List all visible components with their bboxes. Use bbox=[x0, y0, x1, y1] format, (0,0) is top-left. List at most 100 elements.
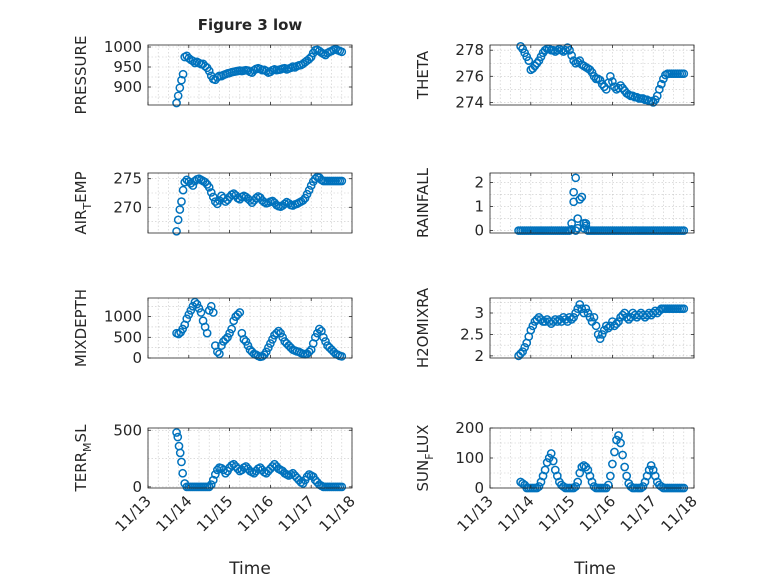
data-point bbox=[546, 449, 556, 458]
data-point bbox=[204, 482, 214, 492]
data-point bbox=[196, 308, 206, 317]
data-point bbox=[569, 187, 578, 197]
data-point bbox=[239, 335, 249, 344]
data-point bbox=[616, 438, 625, 448]
data-point bbox=[516, 349, 525, 359]
data-point bbox=[337, 176, 347, 186]
axes-box bbox=[147, 44, 353, 106]
data-point bbox=[593, 330, 603, 339]
data-point bbox=[184, 310, 194, 319]
data-point bbox=[620, 462, 629, 472]
data-point bbox=[310, 174, 320, 184]
y-tick-label: 276 bbox=[455, 67, 484, 85]
data-point bbox=[178, 185, 188, 195]
data-point bbox=[243, 341, 253, 350]
series-markers bbox=[514, 173, 689, 235]
data-point bbox=[337, 482, 347, 492]
y-axis-label-part: SL bbox=[72, 424, 90, 443]
data-point bbox=[573, 214, 583, 223]
data-point bbox=[177, 457, 186, 467]
data-point bbox=[565, 312, 574, 322]
y-tick-label: 950 bbox=[113, 58, 142, 76]
data-point bbox=[571, 482, 581, 491]
data-point bbox=[679, 69, 689, 79]
y-tick-label: 1000 bbox=[104, 308, 142, 326]
data-point bbox=[589, 482, 599, 491]
y-tick-label: 0 bbox=[474, 222, 484, 240]
y-tick-label: 274 bbox=[455, 93, 484, 111]
data-point bbox=[618, 450, 627, 460]
data-point bbox=[215, 349, 224, 359]
subplot-rainfall: 0 1 2 RAINFALL bbox=[414, 167, 695, 240]
data-point bbox=[552, 317, 562, 326]
data-point bbox=[575, 300, 585, 309]
data-point bbox=[204, 182, 214, 192]
y-tick-label: 100 bbox=[455, 449, 484, 467]
y-tick-label: 0 bbox=[132, 478, 142, 496]
data-point bbox=[302, 472, 312, 482]
y-tick-label: 1000 bbox=[104, 38, 142, 56]
subplot-pressure: 900 950 1000 PRESSURE bbox=[72, 36, 353, 115]
subplot-mixdepth: 0 500 1000 MIXDEPTH bbox=[72, 289, 353, 367]
data-point bbox=[268, 335, 277, 344]
data-point bbox=[624, 315, 634, 324]
series-markers bbox=[172, 428, 347, 492]
data-point bbox=[210, 197, 220, 206]
data-point bbox=[548, 456, 558, 466]
data-point bbox=[208, 475, 218, 485]
grid-lines bbox=[147, 173, 353, 233]
y-tick-label: 275 bbox=[113, 170, 142, 188]
data-point bbox=[608, 459, 617, 469]
data-point bbox=[280, 199, 290, 209]
data-point bbox=[622, 471, 632, 481]
y-tick-label: 900 bbox=[113, 78, 142, 96]
y-axis-label-theta: THETA bbox=[414, 50, 432, 100]
data-point bbox=[591, 321, 601, 331]
data-point bbox=[276, 328, 285, 338]
data-point bbox=[601, 321, 611, 331]
data-point bbox=[241, 337, 251, 346]
data-point bbox=[597, 330, 607, 339]
axes-box bbox=[489, 44, 695, 106]
data-point bbox=[528, 321, 538, 331]
data-point bbox=[261, 347, 271, 357]
data-point bbox=[337, 351, 347, 361]
data-point bbox=[225, 328, 234, 338]
data-point bbox=[654, 85, 664, 94]
x-axis-label-left: Time bbox=[228, 559, 271, 579]
data-point bbox=[312, 328, 322, 338]
axes-box bbox=[147, 297, 353, 359]
data-point bbox=[518, 347, 527, 356]
series-markers bbox=[172, 44, 347, 108]
data-point bbox=[221, 335, 230, 344]
data-point bbox=[542, 458, 552, 467]
data-point bbox=[173, 215, 183, 225]
data-point bbox=[644, 465, 654, 475]
data-point bbox=[235, 308, 245, 317]
data-point bbox=[178, 69, 188, 79]
data-point bbox=[614, 317, 623, 326]
data-point bbox=[319, 332, 328, 342]
y-axis-label-pressure: PRESSURE bbox=[72, 36, 90, 115]
data-point bbox=[173, 432, 183, 442]
y-tick-label: 2 bbox=[474, 174, 484, 192]
data-point bbox=[612, 319, 621, 329]
data-point bbox=[213, 465, 222, 475]
data-point bbox=[192, 299, 202, 309]
data-point bbox=[274, 326, 283, 336]
data-point bbox=[175, 448, 185, 458]
data-point bbox=[204, 66, 214, 76]
data-point bbox=[321, 337, 330, 346]
axes-box bbox=[147, 172, 353, 234]
data-point bbox=[190, 297, 200, 307]
data-point bbox=[534, 482, 544, 491]
y-tick-label: 0 bbox=[132, 349, 142, 367]
data-point bbox=[657, 79, 666, 89]
series-markers bbox=[172, 172, 347, 236]
y-tick-label: 270 bbox=[113, 198, 142, 216]
data-point bbox=[172, 428, 181, 437]
axes-box bbox=[489, 297, 695, 359]
y-axis-label-part: SUN bbox=[414, 460, 432, 492]
subplot-air-temp: 270 275 AIRTEMP bbox=[72, 170, 353, 236]
